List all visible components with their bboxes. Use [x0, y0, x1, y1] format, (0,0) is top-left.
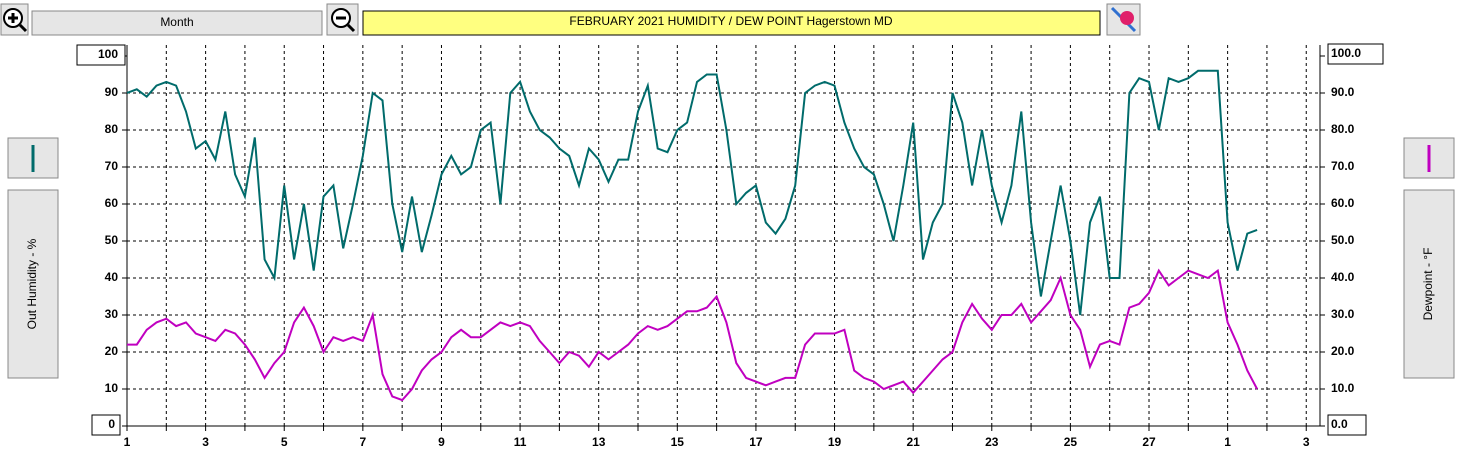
value-box: [91, 414, 121, 436]
y-tick-label: 60: [105, 196, 119, 210]
axis-label-button[interactable]: [1403, 189, 1455, 379]
y-tick-label: 30: [105, 307, 119, 321]
x-tick-label: 21: [906, 435, 920, 449]
y2-tick-label: 70.0: [1331, 159, 1355, 173]
y2-axis-label: Dewpoint - °F: [1421, 248, 1435, 321]
y2-tick-label: 30.0: [1331, 307, 1355, 321]
y-tick-label: 80: [105, 122, 119, 136]
y2-tick-label: 50.0: [1331, 233, 1355, 247]
plot: 1 3 5 7 9 11 13 15 17 19 21 23 25 27 1 3010203040506070…: [76, 43, 1384, 449]
y-tick-label: 10: [105, 381, 119, 395]
y-tick-label: 100: [98, 47, 118, 61]
y2-tick-label: 80.0: [1331, 122, 1355, 136]
x-tick-label: 3: [202, 435, 209, 449]
y-tick-label: 20: [105, 344, 119, 358]
y2-tick-label: 10.0: [1331, 381, 1355, 395]
settings-icon[interactable]: [1106, 3, 1141, 36]
y2-tick-label: 90.0: [1331, 85, 1355, 99]
y-tick-label: 90: [105, 85, 119, 99]
x-tick-label: 23: [985, 435, 999, 449]
axis-label-button[interactable]: [7, 189, 59, 379]
title-box: [362, 10, 1101, 36]
zoom-in-button[interactable]: [0, 3, 29, 36]
data-line: [126, 69, 1258, 316]
x-tick-label: 27: [1142, 435, 1156, 449]
y-tick-label: 0: [108, 417, 115, 431]
x-tick-label: 17: [749, 435, 763, 449]
y2-tick-label: 20.0: [1331, 344, 1355, 358]
x-tick-label: 3: [1303, 435, 1310, 449]
range-button-label[interactable]: Month: [160, 15, 193, 29]
data-line: [127, 268, 1258, 402]
y-axis-label: Out Humidity - %: [25, 238, 39, 329]
y2-tick-label: 100.0: [1331, 46, 1361, 60]
x-tick-label: 15: [671, 435, 685, 449]
y-tick-label: 70: [105, 159, 119, 173]
zoom-out-button[interactable]: [326, 3, 359, 36]
y2-tick-label: 40.0: [1331, 270, 1355, 284]
y-tick-label: 40: [105, 270, 119, 284]
y2-tick-label: 0.0: [1331, 417, 1348, 431]
y2-tick-label: 60.0: [1331, 196, 1355, 210]
x-tick-label: 25: [1064, 435, 1078, 449]
x-tick-label: 9: [438, 435, 445, 449]
x-tick-label: 19: [828, 435, 842, 449]
x-tick-label: 5: [281, 435, 288, 449]
value-box: [1327, 43, 1384, 65]
x-tick-label: 13: [592, 435, 606, 449]
x-tick-label: 1: [1224, 435, 1231, 449]
x-tick-label: 1: [124, 435, 131, 449]
value-box: [1327, 414, 1367, 436]
range-button[interactable]: [31, 10, 323, 36]
x-tick-label: 7: [360, 435, 367, 449]
value-box: [76, 44, 126, 66]
chart-title: FEBRUARY 2021 HUMIDITY / DEW POINT Hager…: [569, 14, 893, 28]
x-tick-label: 11: [514, 435, 527, 449]
y-tick-label: 50: [105, 233, 119, 247]
